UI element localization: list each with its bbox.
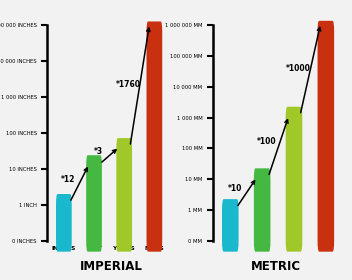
Text: *10: *10	[228, 184, 242, 193]
Text: *1000: *1000	[286, 64, 311, 73]
FancyBboxPatch shape	[286, 107, 302, 252]
Text: IMPERIAL: IMPERIAL	[80, 260, 142, 273]
Text: METRIC: METRIC	[251, 260, 301, 273]
FancyBboxPatch shape	[117, 138, 132, 252]
Text: *12: *12	[61, 174, 76, 183]
FancyBboxPatch shape	[86, 155, 102, 252]
FancyBboxPatch shape	[56, 194, 72, 252]
FancyBboxPatch shape	[254, 168, 270, 252]
Text: *100: *100	[257, 137, 277, 146]
FancyBboxPatch shape	[222, 199, 239, 252]
FancyBboxPatch shape	[146, 22, 162, 252]
Text: *3: *3	[94, 146, 103, 156]
Text: *1760: *1760	[116, 80, 141, 89]
FancyBboxPatch shape	[318, 21, 334, 252]
